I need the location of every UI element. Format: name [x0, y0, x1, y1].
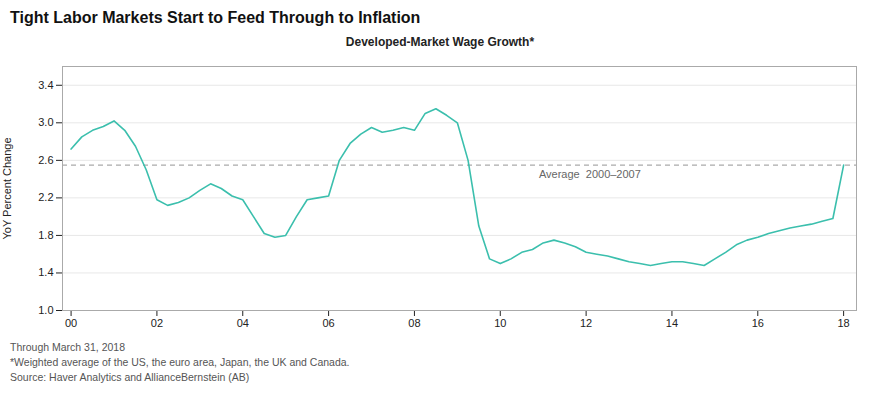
svg-text:14: 14: [666, 317, 678, 329]
svg-text:1.0: 1.0: [38, 304, 53, 316]
svg-text:1.8: 1.8: [38, 229, 53, 241]
svg-text:06: 06: [322, 317, 334, 329]
svg-text:3.4: 3.4: [38, 79, 53, 91]
svg-text:16: 16: [752, 317, 764, 329]
svg-text:12: 12: [580, 317, 592, 329]
html-text:*Weighted average of the US, t: *Weighted average of the US, the euro ar…: [10, 356, 350, 368]
html-text:Tight Labor Markets Start to F: Tight Labor Markets Start to Feed Throug…: [10, 9, 421, 26]
svg-text:3.0: 3.0: [38, 116, 53, 128]
svg-text:2.6: 2.6: [38, 154, 53, 166]
html-text:Source: Haver Analytics and Al: Source: Haver Analytics and AllianceBern…: [10, 371, 250, 383]
svg-text:08: 08: [408, 317, 420, 329]
html-text:Through March 31, 2018: Through March 31, 2018: [10, 341, 125, 353]
svg-text:Average 2000–2007: Average 2000–2007: [539, 168, 641, 180]
html-text:Developed-Market Wage Growth*: Developed-Market Wage Growth*: [345, 35, 535, 49]
svg-text:2.2: 2.2: [38, 191, 53, 203]
svg-text:02: 02: [151, 317, 163, 329]
svg-text:04: 04: [237, 317, 249, 329]
svg-text:YoY Percent Change: YoY Percent Change: [1, 137, 13, 239]
svg-text:18: 18: [837, 317, 849, 329]
svg-text:1.4: 1.4: [38, 266, 53, 278]
svg-text:00: 00: [65, 317, 77, 329]
svg-text:10: 10: [494, 317, 506, 329]
